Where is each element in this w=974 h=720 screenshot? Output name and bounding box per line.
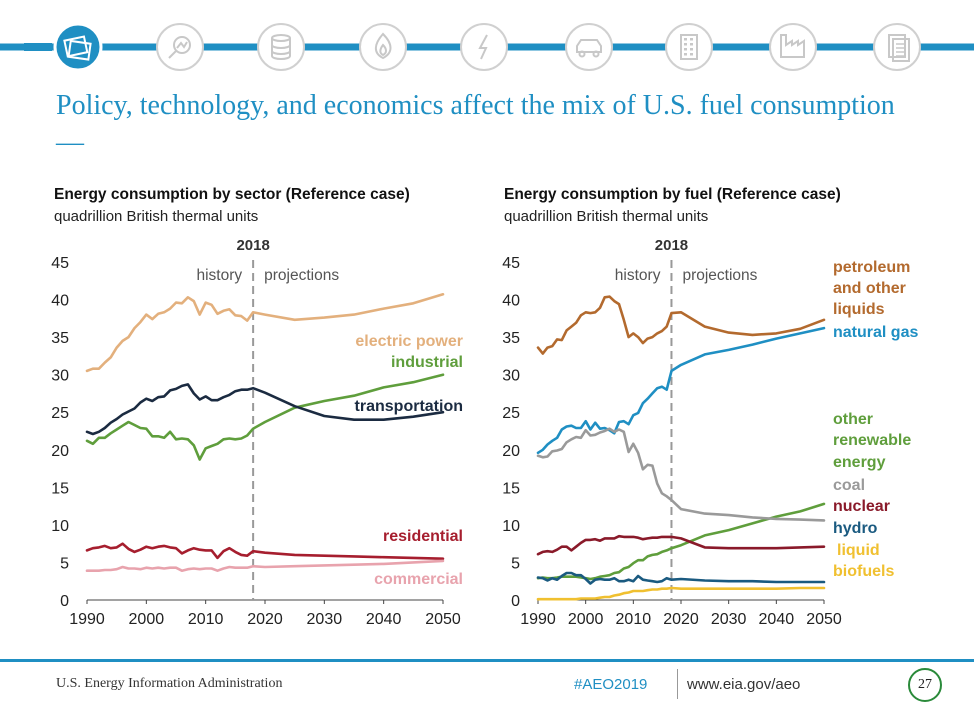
x-tick-label: 2000 [568, 611, 604, 628]
y-tick-label: 10 [502, 518, 520, 535]
series-line-industrial [85, 373, 445, 461]
y-tick-label: 15 [502, 480, 520, 497]
y-tick-label: 40 [51, 293, 69, 310]
series-line-liquid-biofuels [536, 586, 826, 601]
legend-label: nuclear [833, 498, 890, 515]
x-tick-label: 2050 [425, 611, 461, 628]
x-tick-label: 2020 [247, 611, 283, 628]
legend-label: renewable [833, 432, 911, 449]
y-tick-label: 15 [51, 480, 69, 497]
chart-title: Energy consumption by sector (Reference … [54, 186, 410, 203]
projections-label: projections [264, 267, 339, 284]
x-tick-label: 1990 [520, 611, 556, 628]
series-line-nuclear [536, 534, 826, 556]
legend-label: electric power [355, 333, 463, 350]
y-tick-label: 0 [511, 593, 520, 610]
x-tick-label: 2030 [307, 611, 343, 628]
series-line-commercial [85, 559, 445, 573]
series-line-electric-power [85, 293, 445, 373]
legend-label: natural gas [833, 324, 918, 341]
x-tick-label: 2020 [663, 611, 699, 628]
y-tick-label: 5 [60, 555, 69, 572]
y-tick-label: 10 [51, 518, 69, 535]
footer-hashtag[interactable]: #AEO2019 [574, 676, 648, 693]
document-icon [873, 23, 921, 71]
chart-units: quadrillion British thermal units [504, 208, 709, 225]
y-tick-label: 20 [51, 443, 69, 460]
slide-title: Policy, technology, and economics affect… [56, 90, 895, 158]
y-tick-label: 25 [502, 405, 520, 422]
legend-label: transportation [355, 398, 463, 415]
legend-label: other [833, 411, 873, 428]
y-tick-label: 25 [51, 405, 69, 422]
fuel-chart: 0 5 10 15 20 25 30 35 40 45 1990 2000 2010 2020 2030 20… [502, 237, 918, 628]
projections-label: projections [682, 267, 757, 284]
y-tick-label: 35 [51, 330, 69, 347]
x-tick-label: 2010 [616, 611, 652, 628]
y-tick-label: 45 [51, 255, 69, 272]
x-tick-label: 2030 [711, 611, 747, 628]
chart-panel-fuel: 0 5 10 15 20 25 30 35 40 45 1990 2000 2010 2020 2030 20… [490, 180, 966, 640]
navigation-bar [0, 22, 974, 72]
y-tick-label: 30 [51, 368, 69, 385]
legend-label: petroleum [833, 259, 910, 276]
series-line-hydro [536, 571, 826, 585]
divider-year-label: 2018 [236, 237, 269, 254]
legend-label: hydro [833, 520, 878, 537]
history-label: history [196, 267, 242, 284]
legend-label: and other [833, 280, 906, 297]
y-tick-label: 35 [502, 330, 520, 347]
car-icon [565, 23, 613, 71]
history-label: history [615, 267, 661, 284]
legend-label: industrial [391, 354, 463, 371]
y-tick-label: 30 [502, 368, 520, 385]
x-tick-label: 2010 [188, 611, 224, 628]
footer-separator [677, 669, 678, 699]
series-line-residential [85, 542, 445, 561]
x-tick-label: 2050 [806, 611, 842, 628]
legend-label: energy [833, 454, 886, 471]
analysis-icon [156, 23, 204, 71]
legend-label: biofuels [833, 563, 894, 580]
legend-label: commercial [374, 571, 463, 588]
chart-panel-sector: 0 5 10 15 20 25 30 35 40 45 1990 2000 2010 2020 2030 20… [40, 180, 480, 640]
series-line-coal [536, 427, 826, 522]
overview-icon [53, 22, 103, 72]
divider-year-label: 2018 [655, 237, 688, 254]
series-line-other-renewable-energy [536, 502, 826, 581]
series-line-natural-gas [536, 326, 826, 455]
building-icon [665, 23, 713, 71]
x-tick-label: 2000 [129, 611, 165, 628]
x-tick-label: 2040 [759, 611, 795, 628]
y-tick-label: 20 [502, 443, 520, 460]
flame-icon [359, 23, 407, 71]
sector-chart: 0 5 10 15 20 25 30 35 40 45 1990 2000 2010 2020 2030 20… [51, 237, 463, 628]
y-tick-label: 45 [502, 255, 520, 272]
x-tick-label: 1990 [69, 611, 105, 628]
legend-label: coal [833, 477, 865, 494]
y-tick-label: 5 [511, 555, 520, 572]
series-line-petroleum-and-other-liquids [536, 295, 826, 355]
y-tick-label: 40 [502, 293, 520, 310]
lightning-icon [460, 23, 508, 71]
page-number: 27 [908, 668, 942, 702]
x-tick-label: 2040 [366, 611, 402, 628]
legend-label: residential [383, 528, 463, 545]
footer-divider [0, 659, 974, 662]
footer-organization: U.S. Energy Information Administration [56, 676, 283, 691]
legend-label: liquid [837, 542, 880, 559]
database-icon [257, 23, 305, 71]
series-line-transportation [85, 383, 445, 436]
y-tick-label: 0 [60, 593, 69, 610]
chart-title: Energy consumption by fuel (Reference ca… [504, 186, 841, 203]
footer-url[interactable]: www.eia.gov/aeo [687, 676, 801, 693]
chart-units: quadrillion British thermal units [54, 208, 259, 225]
factory-icon [769, 23, 817, 71]
legend-label: liquids [833, 301, 885, 318]
